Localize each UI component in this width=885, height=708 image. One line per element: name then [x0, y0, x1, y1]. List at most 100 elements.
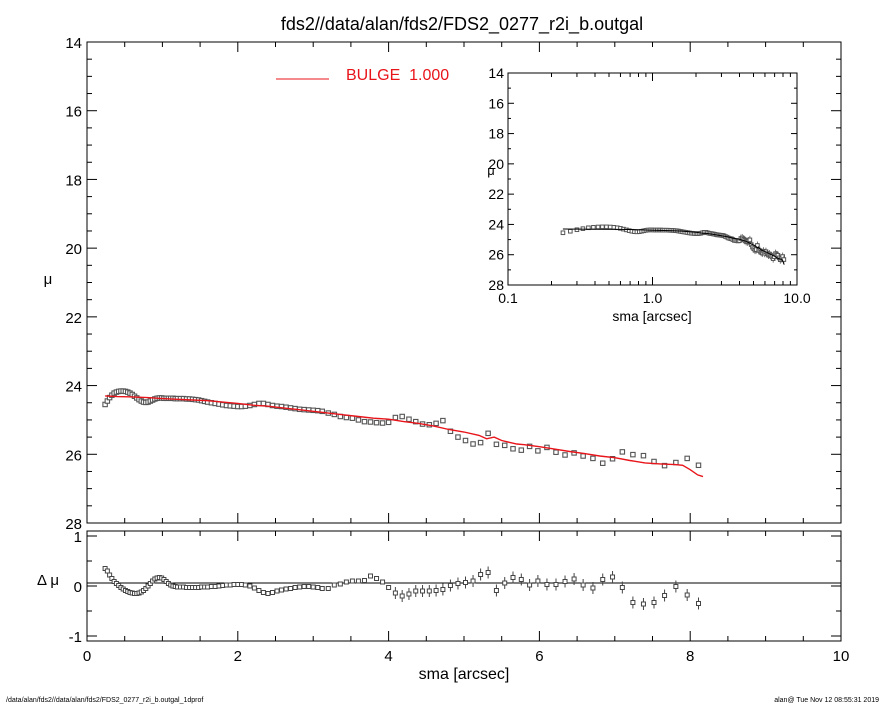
main-model-line [105, 395, 704, 478]
inset-data-point [560, 230, 566, 236]
residual-data-point [325, 586, 331, 591]
residual-y-axis-label: Δ μ [37, 572, 59, 589]
inset-x-axis-label: sma [arcsec] [612, 308, 691, 324]
inset-x-tick-label: 10.0 [783, 290, 810, 306]
residual-data-point [343, 579, 349, 585]
residual-data-point [251, 585, 257, 591]
main-data-point [373, 419, 380, 426]
residual-data-point [274, 588, 280, 594]
residual-data-point [447, 583, 453, 588]
main-data-point [361, 418, 368, 425]
residual-data-point [590, 585, 596, 591]
inset-model-line [562, 228, 785, 265]
main-y-tick-label: 18 [65, 172, 82, 189]
main-data-point [470, 441, 476, 447]
residual-data-point [256, 588, 262, 593]
inset-panel: 14 16 18 20 22 24 26 280.1 1.0 10.0 μ sma [arcsec… [487, 65, 811, 324]
inset-y-tick-label: 22 [488, 186, 504, 202]
inset-y-tick-label: 18 [488, 126, 504, 142]
main-data-point [392, 414, 399, 421]
residual-x-tick-label: 6 [535, 648, 543, 665]
inset-data-point [600, 224, 605, 230]
main-y-tick-label: 20 [65, 241, 82, 258]
inset-y-tick-label: 16 [488, 95, 504, 111]
main-data-point [684, 455, 690, 462]
main-y-tick-label: 16 [65, 104, 82, 121]
residual-data-point [673, 584, 679, 589]
residual-data-point [247, 583, 253, 589]
inset-y-tick-label: 20 [488, 156, 504, 172]
footer-file-path: /data/alan/fds2//data/alan/fds2/FDS2_027… [6, 697, 204, 704]
main-data-point [355, 417, 362, 423]
bulge-model-line [105, 395, 704, 478]
main-data-point [695, 462, 702, 469]
residual-data-point [269, 590, 275, 595]
residual-data-point [580, 582, 586, 588]
residual-data-point [640, 601, 646, 607]
main-data-point [535, 448, 541, 454]
inset-y-tick-label: 26 [488, 247, 504, 263]
residual-y-tick-label: -1 [69, 629, 82, 646]
residual-y-tick-label: 0 [74, 579, 82, 596]
main-data-point [477, 439, 484, 446]
main-data-point [590, 455, 596, 462]
main-data-point [433, 420, 439, 427]
residual-data-point [455, 581, 461, 586]
residual-data-point [374, 576, 380, 581]
main-data-point [379, 420, 386, 426]
residual-data-point [292, 585, 298, 590]
residual-data-point [619, 585, 625, 590]
inset-y-tick-label: 14 [488, 65, 504, 81]
residual-data-point [337, 581, 343, 587]
residual-data-point [510, 575, 516, 580]
residual-data-point [355, 578, 361, 584]
residual-data-point [368, 573, 374, 579]
residual-data-point [440, 587, 446, 592]
residual-data-point [265, 591, 271, 596]
inset-x-tick-label: 0.1 [498, 290, 518, 306]
main-data-point [619, 449, 626, 455]
main-data-point [562, 452, 568, 458]
main-data-point [399, 413, 405, 420]
inset-x-tick-label: 1.0 [643, 290, 663, 306]
residual-data-point [493, 588, 499, 593]
residual-data-point [544, 582, 550, 587]
residual-data-point [684, 592, 690, 598]
residual-data-point [600, 577, 606, 582]
main-y-tick-label: 14 [65, 35, 82, 52]
main-data-point [319, 408, 325, 415]
residual-x-tick-label: 0 [83, 648, 91, 665]
residual-data-point [610, 574, 616, 580]
inset-y-tick-label: 24 [488, 216, 504, 232]
main-y-axis-label: μ [44, 271, 53, 288]
main-y-tick-label: 22 [65, 310, 82, 327]
residual-x-tick-label: 2 [234, 648, 242, 665]
residual-data-point [349, 578, 355, 584]
residual-data-point [478, 572, 484, 577]
residual-data-point [297, 584, 303, 590]
main-data-point [501, 442, 508, 449]
residual-data-point [301, 584, 307, 589]
residual-data-point [485, 570, 491, 575]
residual-data-point [242, 582, 248, 588]
main-data-point [462, 437, 469, 444]
main-data-point [640, 452, 647, 459]
residual-data-point [306, 584, 312, 589]
main-data-point [485, 430, 491, 437]
residual-data-point [518, 577, 524, 582]
main-data-point [599, 460, 606, 466]
main-data-point [630, 451, 636, 458]
residual-data-point [571, 576, 577, 582]
residual-data-point [502, 580, 508, 586]
residual-data-point [553, 582, 559, 587]
residual-data-point [260, 590, 266, 595]
residual-data-point [413, 588, 419, 594]
inset-background [508, 73, 797, 285]
inset-data-point [568, 228, 573, 234]
residual-x-tick-label: 10 [833, 648, 850, 665]
residual-data-point [380, 579, 386, 585]
residual-data-point [695, 601, 701, 606]
